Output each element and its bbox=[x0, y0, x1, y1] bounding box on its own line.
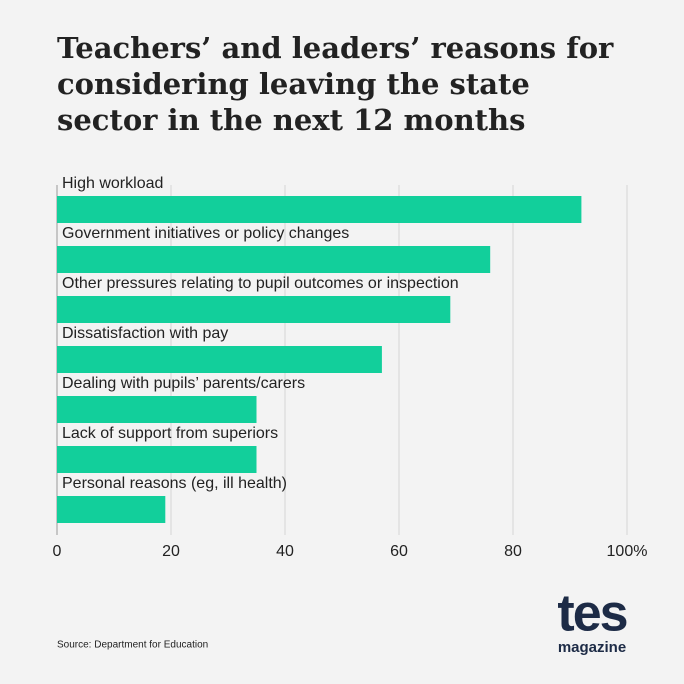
bar bbox=[57, 246, 491, 273]
x-tick-label: 20 bbox=[162, 543, 180, 560]
bar bbox=[57, 396, 257, 423]
category-label: Personal reasons (eg, ill health) bbox=[62, 475, 287, 492]
bar bbox=[57, 346, 382, 373]
x-tick-label: 80 bbox=[504, 543, 522, 560]
logo-word: tes bbox=[557, 585, 626, 643]
chart-title: Teachers’ and leaders’ reasons for consi… bbox=[57, 31, 614, 137]
bar bbox=[57, 496, 166, 523]
category-label: Dealing with pupils’ parents/carers bbox=[62, 375, 305, 392]
x-tick-label: 100% bbox=[607, 543, 648, 560]
category-label: Lack of support from superiors bbox=[62, 425, 278, 442]
bar bbox=[57, 196, 582, 223]
category-label: Dissatisfaction with pay bbox=[62, 325, 228, 342]
x-tick-label: 0 bbox=[53, 543, 62, 560]
category-label: Other pressures relating to pupil outcom… bbox=[62, 275, 459, 292]
category-label: Government initiatives or policy changes bbox=[62, 225, 349, 242]
logo-sub: magazine bbox=[558, 639, 626, 656]
x-tick-label: 60 bbox=[390, 543, 408, 560]
bar bbox=[57, 296, 451, 323]
bar bbox=[57, 446, 257, 473]
category-label: High workload bbox=[62, 175, 163, 192]
x-tick-label: 40 bbox=[276, 543, 294, 560]
source: Source: Department for Education bbox=[57, 640, 208, 651]
